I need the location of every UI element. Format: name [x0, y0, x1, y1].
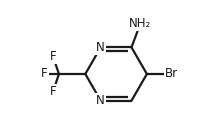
Text: F: F [50, 50, 56, 63]
Text: F: F [41, 68, 48, 81]
Text: NH₂: NH₂ [129, 17, 151, 30]
Text: N: N [96, 41, 105, 54]
Text: Br: Br [165, 68, 178, 81]
Text: F: F [50, 85, 56, 98]
Text: N: N [96, 94, 105, 107]
